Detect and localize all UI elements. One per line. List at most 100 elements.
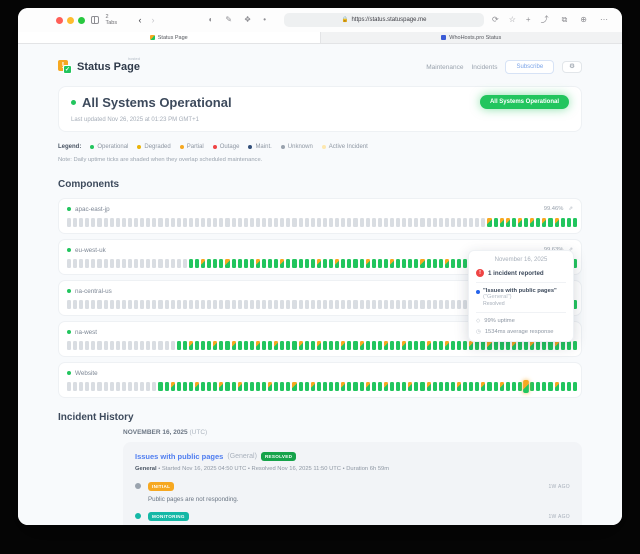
uptime-tick[interactable]: [262, 382, 267, 391]
forward-icon[interactable]: ›: [151, 15, 155, 25]
uptime-tick[interactable]: [121, 218, 126, 227]
uptime-tick[interactable]: [408, 218, 413, 227]
uptime-tick[interactable]: [158, 218, 163, 227]
uptime-tick[interactable]: [517, 341, 523, 350]
uptime-tick[interactable]: [237, 259, 242, 268]
uptime-tick[interactable]: [310, 259, 315, 268]
tab-whohosts[interactable]: WhoHosts.pro Status: [321, 32, 623, 43]
uptime-tick[interactable]: [243, 218, 248, 227]
uptime-tick[interactable]: [572, 218, 577, 227]
uptime-tick[interactable]: [396, 382, 401, 391]
uptime-tick[interactable]: [127, 218, 133, 227]
uptime-tick[interactable]: [389, 218, 395, 227]
uptime-tick[interactable]: [213, 218, 218, 227]
uptime-tick[interactable]: [91, 300, 96, 309]
uptime-tick[interactable]: [572, 259, 577, 268]
uptime-tick[interactable]: [207, 218, 212, 227]
uptime-tick[interactable]: [432, 341, 437, 350]
uptime-tick[interactable]: [463, 300, 468, 309]
uptime-tick[interactable]: [463, 259, 468, 268]
uptime-tick[interactable]: [207, 382, 212, 391]
uptime-tick[interactable]: [310, 341, 315, 350]
uptime-tick[interactable]: [329, 341, 334, 350]
uptime-tick[interactable]: [444, 300, 449, 309]
uptime-tick[interactable]: [316, 218, 321, 227]
uptime-tick[interactable]: [554, 218, 559, 227]
uptime-tick[interactable]: [426, 382, 431, 391]
uptime-tick[interactable]: [444, 218, 449, 227]
close-window-button[interactable]: [56, 16, 63, 24]
uptime-tick[interactable]: [542, 382, 547, 391]
uptime-tick[interactable]: [347, 382, 352, 391]
uptime-tick[interactable]: [268, 341, 273, 350]
uptime-tick[interactable]: [402, 259, 407, 268]
uptime-tick[interactable]: [322, 218, 328, 227]
nav-link-incidents[interactable]: Incidents: [471, 63, 498, 71]
uptime-tick[interactable]: [383, 218, 388, 227]
uptime-tick[interactable]: [140, 341, 145, 350]
uptime-tick[interactable]: [134, 382, 139, 391]
uptime-tick[interactable]: [188, 382, 193, 391]
uptime-tick[interactable]: [505, 218, 510, 227]
uptime-tick[interactable]: [286, 382, 291, 391]
uptime-tick[interactable]: [213, 382, 218, 391]
uptime-tick[interactable]: [219, 382, 224, 391]
uptime-tick[interactable]: [341, 259, 346, 268]
uptime-tick[interactable]: [316, 382, 321, 391]
uptime-tick[interactable]: [121, 341, 126, 350]
uptime-tick[interactable]: [511, 218, 516, 227]
uptime-tick[interactable]: [274, 218, 279, 227]
uptime-tick[interactable]: [335, 382, 340, 391]
uptime-tick[interactable]: [420, 300, 425, 309]
nav-link-maintenance[interactable]: Maintenance: [426, 63, 464, 71]
uptime-tick[interactable]: [402, 218, 407, 227]
uptime-tick[interactable]: [207, 341, 212, 350]
uptime-tick[interactable]: [97, 300, 102, 309]
uptime-tick[interactable]: [109, 218, 114, 227]
uptime-tick[interactable]: [420, 218, 425, 227]
uptime-tick[interactable]: [444, 382, 449, 391]
uptime-tick[interactable]: [438, 259, 443, 268]
uptime-tick[interactable]: [554, 341, 559, 350]
uptime-tick[interactable]: [115, 218, 120, 227]
uptime-tick[interactable]: [231, 259, 236, 268]
uptime-tick[interactable]: [420, 259, 425, 268]
uptime-tick[interactable]: [365, 341, 370, 350]
uptime-tick[interactable]: [396, 341, 401, 350]
uptime-tick[interactable]: [347, 341, 352, 350]
uptime-tick[interactable]: [73, 218, 78, 227]
uptime-tick[interactable]: [249, 382, 254, 391]
uptime-tick[interactable]: [73, 341, 78, 350]
uptime-tick[interactable]: [146, 341, 151, 350]
uptime-tick[interactable]: [329, 382, 334, 391]
uptime-tick[interactable]: [517, 382, 523, 391]
hovered-uptime-tick[interactable]: [523, 379, 530, 394]
uptime-tick[interactable]: [73, 300, 78, 309]
uptime-tick[interactable]: [450, 259, 455, 268]
uptime-tick[interactable]: [457, 218, 462, 227]
uptime-tick[interactable]: [298, 300, 303, 309]
uptime-tick[interactable]: [268, 218, 273, 227]
uptime-tick[interactable]: [91, 259, 96, 268]
uptime-tick[interactable]: [444, 341, 449, 350]
uptime-tick[interactable]: [481, 382, 486, 391]
uptime-tick[interactable]: [286, 300, 291, 309]
uptime-tick[interactable]: [176, 218, 181, 227]
uptime-tick[interactable]: [481, 341, 486, 350]
uptime-tick[interactable]: [396, 259, 401, 268]
downloads-icon[interactable]: ⊕: [580, 15, 587, 24]
uptime-tick-bar[interactable]: [67, 218, 577, 227]
uptime-tick[interactable]: [414, 382, 419, 391]
uptime-tick[interactable]: [426, 341, 431, 350]
uptime-tick[interactable]: [79, 382, 84, 391]
uptime-tick[interactable]: [237, 341, 242, 350]
uptime-tick[interactable]: [396, 300, 401, 309]
uptime-tick[interactable]: [67, 218, 72, 227]
uptime-tick[interactable]: [152, 341, 157, 350]
uptime-tick[interactable]: [67, 341, 72, 350]
uptime-tick[interactable]: [262, 218, 267, 227]
uptime-tick[interactable]: [450, 218, 455, 227]
uptime-tick[interactable]: [438, 341, 443, 350]
uptime-tick[interactable]: [152, 382, 157, 391]
uptime-tick[interactable]: [170, 341, 175, 350]
